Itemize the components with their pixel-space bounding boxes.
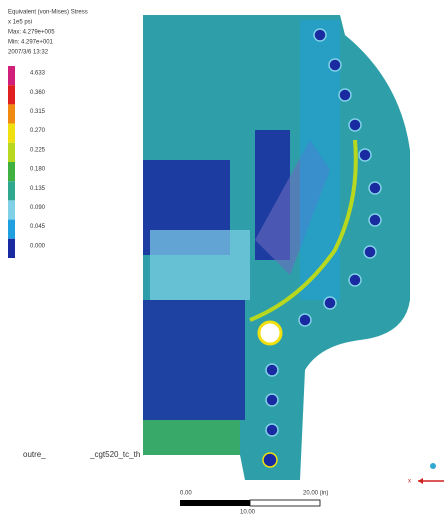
legend-unit: x 1e5 psi <box>8 20 32 26</box>
hole <box>349 274 361 286</box>
screen: Equivalent (von-Mises) Stress x 1e5 psi … <box>0 0 446 517</box>
triad-origin <box>430 463 436 469</box>
hole <box>314 29 326 41</box>
scale-segment <box>250 500 320 506</box>
hole <box>259 322 281 344</box>
legend-label: 0.360 <box>30 90 46 96</box>
region <box>150 230 250 300</box>
legend: Equivalent (von-Mises) Stress x 1e5 psi … <box>8 10 88 258</box>
hole <box>369 214 381 226</box>
legend-label: 0.270 <box>30 128 46 134</box>
hole <box>339 89 351 101</box>
triad-arrow <box>418 478 423 484</box>
legend-label: 0.090 <box>30 205 46 211</box>
legend-swatch <box>8 124 15 143</box>
legend-swatch <box>8 85 15 104</box>
hole <box>263 453 277 467</box>
legend-swatch <box>8 220 15 239</box>
legend-swatch <box>8 66 15 85</box>
region <box>143 300 245 420</box>
legend-max: Max: 4.279e+005 <box>8 30 55 36</box>
region <box>143 420 240 455</box>
legend-label: 0.135 <box>30 186 46 192</box>
scale-bar: 0.00 20.00 (in) 10.00 <box>180 491 328 516</box>
hole <box>349 119 361 131</box>
model <box>143 15 410 480</box>
legend-swatch <box>8 143 15 162</box>
legend-swatch <box>8 104 15 123</box>
hole <box>266 364 278 376</box>
legend-swatch <box>8 181 15 200</box>
model-name: outre_ <box>23 450 46 459</box>
hole <box>364 246 376 258</box>
scale-label: 20.00 (in) <box>303 491 328 497</box>
legend-label: 0.315 <box>30 109 46 115</box>
scale-label: 0.00 <box>180 491 192 497</box>
legend-swatch <box>8 200 15 219</box>
hole <box>266 424 278 436</box>
model-name: _cgt520_tc_th <box>89 450 140 459</box>
hole <box>299 314 311 326</box>
legend-label: 0.225 <box>30 147 46 153</box>
hole <box>369 182 381 194</box>
legend-label: 4.633 <box>30 71 46 77</box>
legend-title: Equivalent (von-Mises) Stress <box>8 10 88 16</box>
legend-timestamp: 2007/3/6 13:32 <box>8 50 49 56</box>
hole <box>359 149 371 161</box>
legend-swatch <box>8 239 15 258</box>
legend-label: 0.180 <box>30 167 46 173</box>
hole <box>324 297 336 309</box>
legend-label: 0.000 <box>30 243 46 249</box>
legend-min: Min: 4.297e+001 <box>8 40 54 46</box>
scale-segment <box>180 500 250 506</box>
legend-swatch <box>8 162 15 181</box>
triad: x <box>408 463 444 485</box>
hole <box>329 59 341 71</box>
legend-label: 0.045 <box>30 224 46 230</box>
triad-label: x <box>408 479 411 485</box>
scale-label: 10.00 <box>240 510 256 516</box>
hole <box>266 394 278 406</box>
